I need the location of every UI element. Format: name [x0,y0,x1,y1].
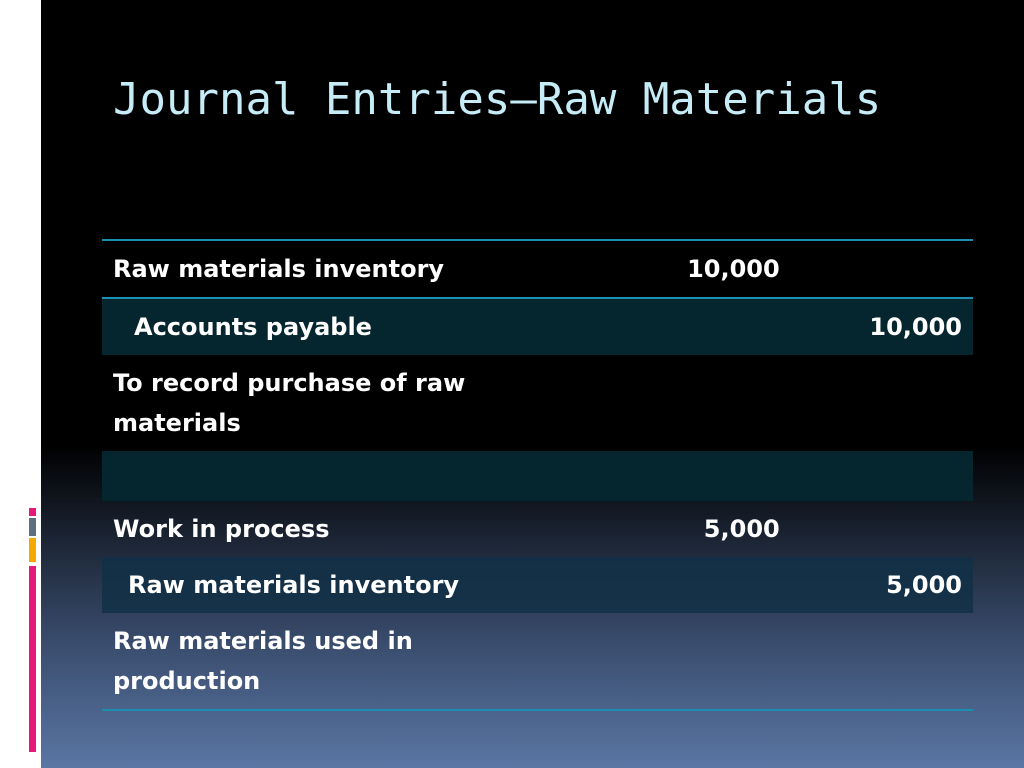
strip-accent-blue [29,518,36,536]
debit-cell [543,298,791,355]
table-row: Raw materials inventory 5,000 [102,557,973,613]
account-cell: Work in process [113,515,330,543]
table-row: To record purchase of raw materials [102,355,973,451]
debit-cell: 10,000 [687,255,780,283]
slide-title: Journal Entries—Raw Materials [113,74,882,125]
account-cell [102,451,544,501]
credit-cell [791,355,973,451]
debit-cell [543,451,791,501]
table-row: Raw materials inventory 10,000 [102,240,973,298]
left-decorative-strip [0,0,41,768]
table-row: Work in process 5,000 [102,501,973,557]
credit-cell: 10,000 [790,298,973,355]
table-row: Accounts payable 10,000 [102,298,973,355]
debit-cell [544,613,791,710]
credit-cell [791,501,973,557]
table-row: Raw materials used in production [102,613,973,710]
strip-accent-amber [29,538,36,562]
account-cell: Raw materials used in production [113,627,413,695]
credit-cell: 5,000 [790,557,973,613]
credit-cell [790,451,973,501]
credit-cell [791,613,973,710]
debit-cell: 5,000 [703,515,780,543]
journal-entry-table: Raw materials inventory 10,000 Accounts … [102,239,973,711]
credit-cell [791,240,973,298]
table-row [102,451,973,501]
account-cell: To record purchase of raw materials [113,369,466,437]
account-cell: Accounts payable [102,298,544,355]
strip-accent-pink [29,566,36,752]
debit-cell [543,557,791,613]
account-cell: Raw materials inventory [113,255,445,283]
debit-cell [544,355,791,451]
strip-accent-gray [29,508,36,516]
account-cell: Raw materials inventory [102,557,544,613]
